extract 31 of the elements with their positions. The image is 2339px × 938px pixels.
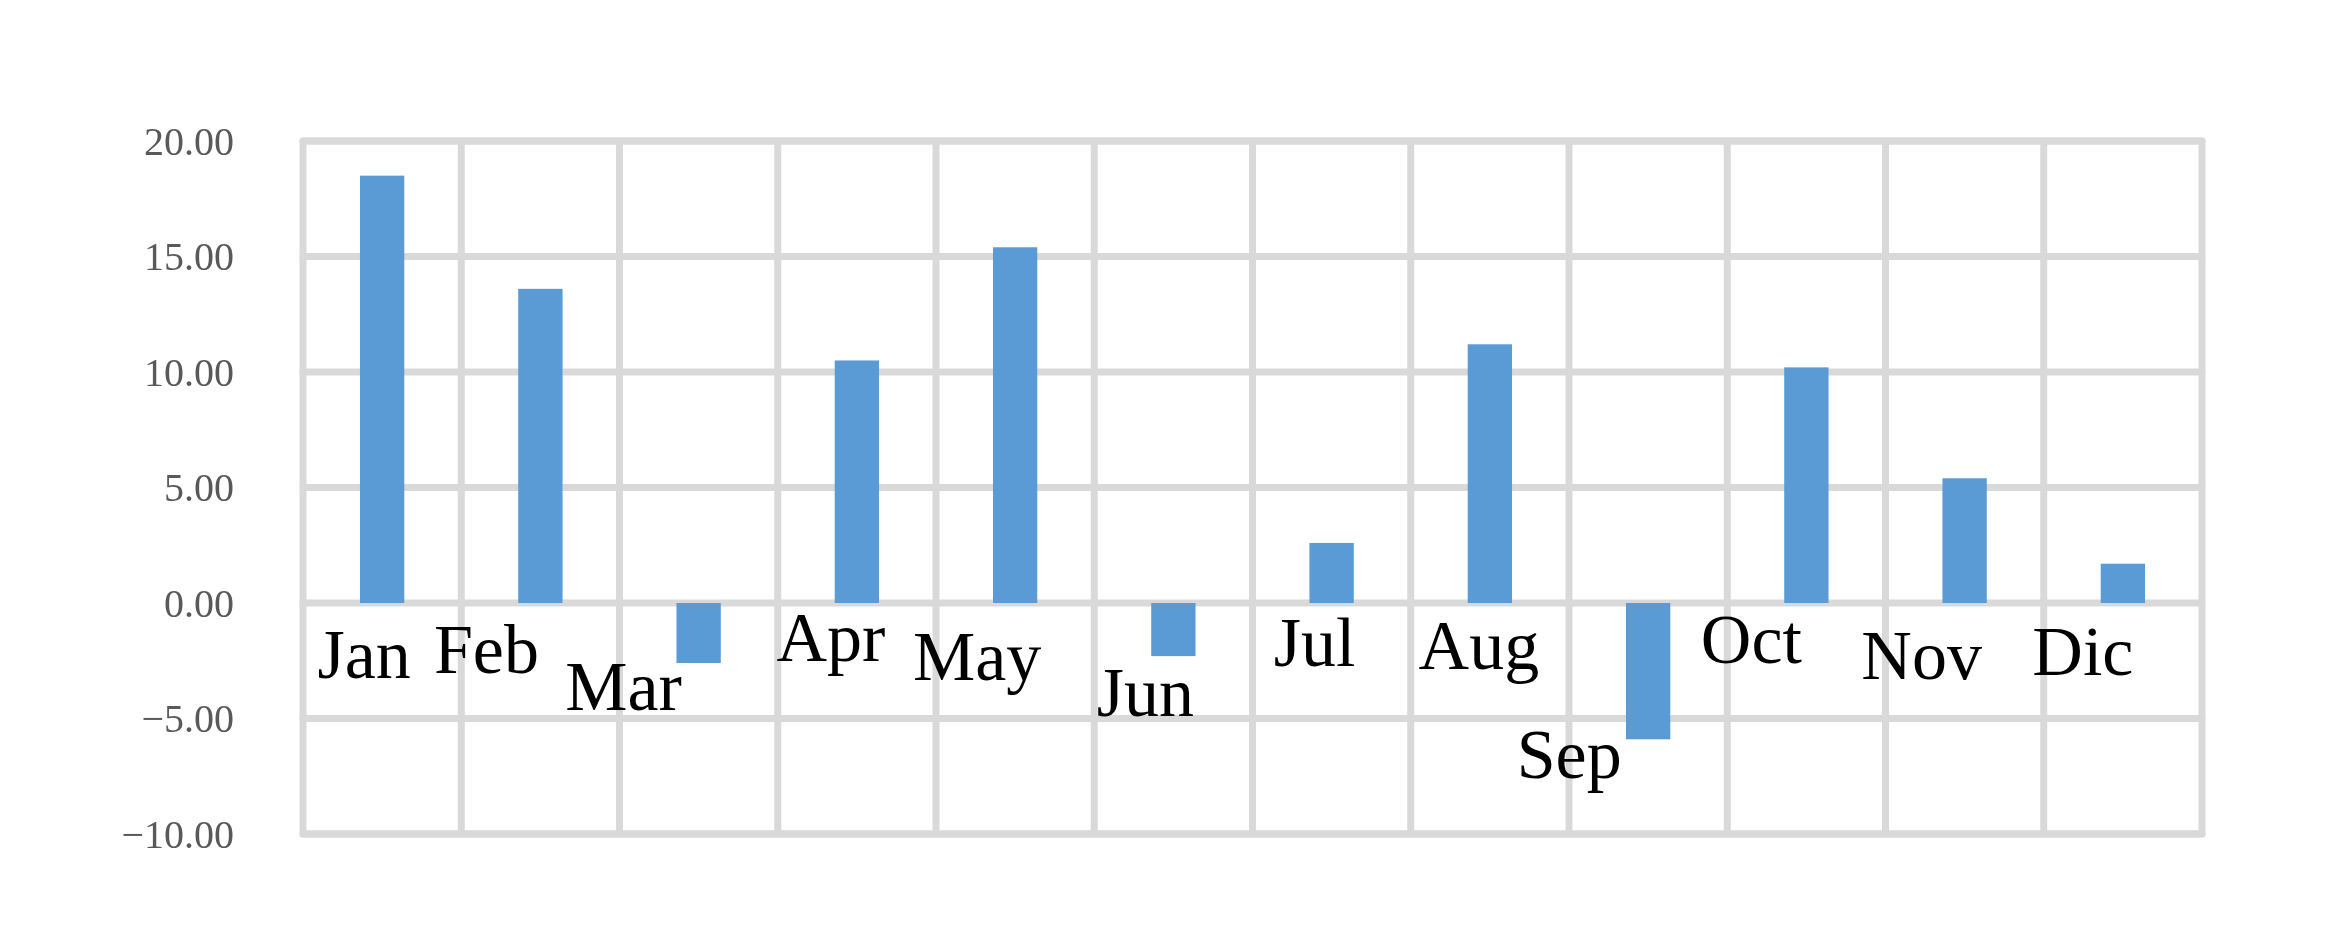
bar [1784, 367, 1829, 603]
bar [359, 175, 405, 603]
y-tick-label: 10.00 [144, 349, 234, 395]
bar [834, 360, 880, 603]
x-tick-label: Jun [1096, 654, 1194, 731]
x-tick-label: Apr [776, 599, 886, 676]
bar [1625, 603, 1671, 740]
x-tick-label: Aug [1418, 607, 1540, 684]
bar [1942, 478, 1987, 603]
y-tick-label: 0.00 [164, 580, 234, 626]
x-tick-label: Nov [1861, 617, 1982, 694]
x-tick-label: Oct [1700, 601, 1803, 678]
y-tick-label: −5.00 [141, 696, 234, 741]
bar [518, 288, 563, 603]
bar [676, 603, 721, 664]
x-tick-label: Jul [1273, 604, 1356, 681]
bar [1467, 344, 1513, 603]
x-tick-label: Dic [2032, 613, 2134, 690]
y-tick-label: 5.00 [164, 465, 234, 510]
x-tick-label: Mar [565, 648, 682, 725]
x-tick-label: May [912, 618, 1042, 695]
bar [1309, 542, 1354, 603]
x-tick-label: Sep [1516, 716, 1622, 793]
y-tick-label: −10.00 [121, 811, 234, 857]
x-tick-label: Jan [317, 616, 411, 693]
bar [1151, 603, 1196, 657]
bar [992, 247, 1038, 603]
bar [2100, 563, 2146, 603]
x-tick-label: Feb [433, 611, 539, 688]
y-tick-label: 15.00 [144, 234, 234, 279]
y-tick-label: 20.00 [144, 118, 234, 164]
